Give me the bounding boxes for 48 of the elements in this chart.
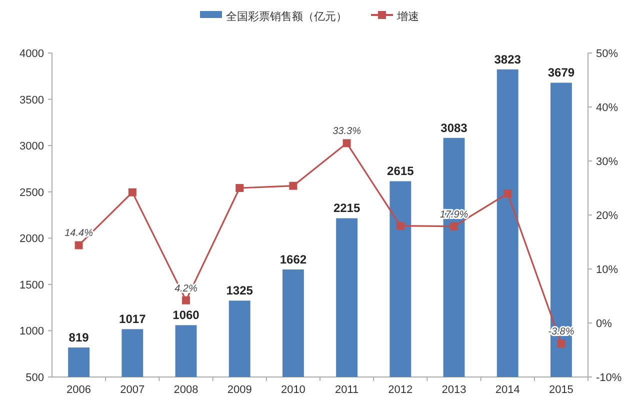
- data-label: 3083: [440, 120, 468, 135]
- y-tick-label: 2000: [20, 233, 44, 246]
- data-label: 1662: [280, 252, 307, 266]
- point: [236, 184, 244, 192]
- x-tick-label: 2009: [227, 384, 252, 396]
- y-tick-label: 1000: [20, 326, 44, 338]
- x-tick-label: 2014: [495, 384, 520, 396]
- x-tick-label: 2006: [66, 384, 92, 396]
- point: [450, 222, 458, 230]
- x-tick-label: 2010: [280, 384, 306, 396]
- data-label: 1017: [119, 312, 146, 326]
- y-tick-label: 4000: [20, 48, 44, 60]
- y-tick-label: 2500: [20, 186, 44, 199]
- point: [128, 188, 136, 196]
- y2-tick-label: 40%: [596, 102, 618, 114]
- point: [504, 189, 512, 198]
- x-tick-label: 2008: [174, 384, 198, 396]
- data-label: 2215: [333, 201, 360, 216]
- y-tick-label: 3000: [20, 140, 44, 153]
- x-tick-label: 2015: [548, 384, 574, 396]
- y2-tick-label: 20%: [596, 210, 618, 222]
- point: [396, 222, 404, 230]
- y-tick-label: 500: [26, 372, 44, 384]
- point: [182, 296, 190, 304]
- x-tick-label: 2013: [442, 384, 466, 396]
- data-label: 33.3%: [332, 126, 362, 138]
- point: [557, 340, 566, 348]
- point: [74, 241, 83, 250]
- point: [342, 139, 351, 148]
- x-tick-label: 2007: [120, 384, 145, 396]
- y-tick-label: 3500: [20, 94, 44, 106]
- point: [289, 182, 298, 190]
- legend-label: 增速: [396, 10, 419, 23]
- data-label: 1060: [172, 308, 200, 322]
- x-tick-label: 2012: [388, 384, 413, 396]
- y2-tick-label: -10%: [596, 372, 622, 384]
- data-label: 819: [68, 330, 90, 344]
- x-tick-label: 2011: [334, 384, 359, 396]
- y-tick-label: 1500: [20, 279, 44, 292]
- data-label: 3823: [494, 52, 522, 66]
- y2-tick-label: 10%: [596, 264, 618, 276]
- y2-tick-label: 50%: [596, 48, 618, 60]
- data-label: 3679: [548, 66, 575, 80]
- y2-tick-label: 0%: [596, 318, 612, 330]
- legend-label: 全国彩票销售额（亿元）: [226, 10, 347, 23]
- data-label: 1325: [226, 284, 254, 298]
- y2-tick-label: 30%: [596, 156, 618, 168]
- data-label: 2615: [387, 164, 414, 178]
